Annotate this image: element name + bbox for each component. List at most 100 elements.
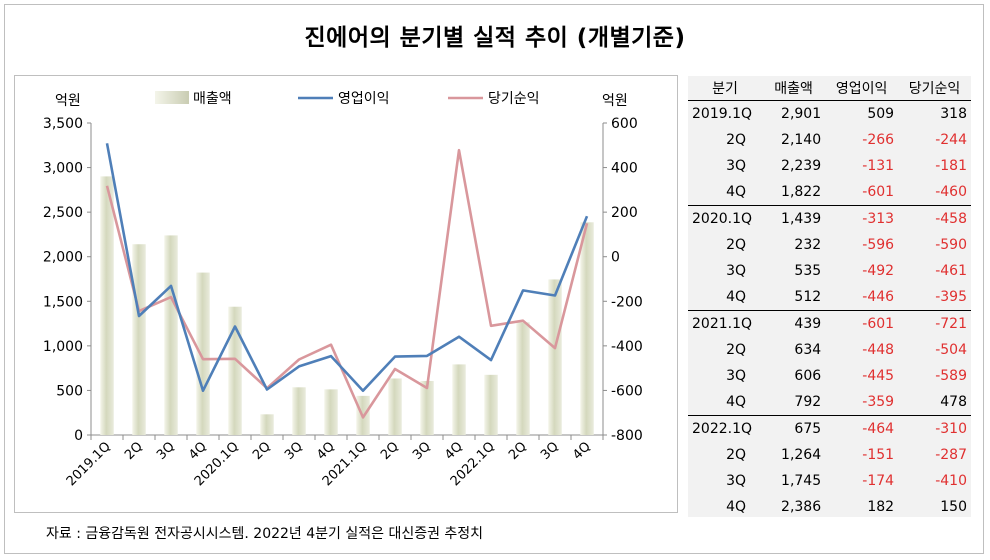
- left-tick-label: 3,000: [43, 161, 83, 177]
- cell-revenue: 792: [794, 394, 822, 410]
- bar-revenue: [484, 374, 498, 435]
- table-row: 4Q 1,822 -601 -460: [688, 179, 971, 206]
- cell-operating-profit: -445: [862, 368, 895, 384]
- legend-swatch-revenue: [155, 91, 189, 104]
- cell-revenue: 606: [794, 368, 822, 384]
- table-header-row: 분기 매출액 영업이익 당기순익: [688, 76, 971, 101]
- cell-quarter: 3Q: [726, 368, 746, 384]
- cell-net-profit: -461: [935, 263, 967, 279]
- cell-net-profit: -395: [935, 289, 967, 305]
- page-title: 진에어의 분기별 실적 추이 (개별기준): [304, 25, 686, 51]
- table-row: 2Q 2,140 -266 -244: [688, 127, 971, 153]
- cell-operating-profit: -313: [825, 205, 899, 232]
- cell-quarter: 2022.1Q: [688, 415, 762, 442]
- x-tick-label: 4Q: [570, 439, 594, 463]
- cell-operating-profit: -359: [862, 394, 895, 410]
- bar-revenue: [228, 306, 242, 435]
- x-tick-label: 4Q: [186, 439, 210, 463]
- cell-quarter: 2019.1Q: [692, 106, 753, 122]
- x-tick-label: 3Q: [538, 439, 562, 463]
- x-tick-label: 3Q: [410, 439, 434, 463]
- cell-net-profit: -244: [935, 132, 967, 148]
- cell-quarter: 3Q: [726, 158, 746, 174]
- cell-quarter: 4Q: [726, 394, 746, 410]
- table-row: 3Q 1,745 -174 -410: [688, 468, 971, 494]
- left-tick-label: 0: [74, 428, 83, 444]
- line-net-profit: [105, 148, 589, 419]
- cell-quarter: 2Q: [726, 447, 746, 463]
- legend-label-operating-profit: 영업이익: [338, 91, 390, 107]
- bar-revenue: [132, 244, 146, 435]
- data-table: 분기 매출액 영업이익 당기순익 2019.1Q 2,901 509 318 2Q 2,1…: [688, 76, 971, 520]
- right-tick-label: -400: [611, 339, 643, 355]
- x-tick-label: 2Q: [122, 439, 146, 463]
- cell-net-profit: -181: [935, 158, 967, 174]
- cell-revenue: 1,745: [781, 473, 822, 489]
- cell-quarter: 2021.1Q: [688, 310, 762, 337]
- header-net-profit: 당기순익: [898, 76, 971, 101]
- combo-chart: 0 500 1,000 1,500 2,000 2,500 3,000 3,500 -800 -6…: [43, 91, 643, 489]
- line-operating-profit: [105, 143, 589, 393]
- left-tick-label: 2,500: [43, 205, 83, 221]
- cell-revenue: 512: [794, 289, 822, 305]
- header-revenue: 매출액: [762, 76, 826, 101]
- cell-operating-profit: -492: [862, 263, 895, 279]
- x-tick-label: 2Q: [506, 439, 530, 463]
- x-tick-label: 3Q: [282, 439, 306, 463]
- left-tick-label: 2,000: [43, 250, 83, 266]
- bar-revenue: [580, 222, 594, 435]
- bar-revenue: [100, 176, 114, 435]
- cell-revenue: 232: [794, 237, 822, 253]
- cell-operating-profit: -151: [862, 447, 895, 463]
- cell-revenue: 535: [794, 263, 822, 279]
- cell-revenue: 1,264: [781, 447, 822, 463]
- cell-net-profit: -458: [898, 205, 971, 232]
- table-row: 2Q 634 -448 -504: [688, 337, 971, 363]
- header-operating-profit: 영업이익: [825, 76, 899, 101]
- cell-quarter: 2Q: [726, 237, 746, 253]
- table-row: 2022.1Q 675 -464 -310: [688, 415, 971, 442]
- legend-label-revenue: 매출액: [193, 91, 232, 107]
- cell-operating-profit: 182: [867, 499, 895, 515]
- cell-quarter: 2020.1Q: [688, 205, 762, 232]
- bar-revenue: [388, 378, 402, 435]
- table-row: 2021.1Q 439 -601 -721: [688, 310, 971, 337]
- left-tick-label: 3,500: [43, 116, 83, 132]
- bar-revenue: [164, 235, 178, 435]
- x-tick-label: 2Q: [378, 439, 402, 463]
- cell-net-profit: -504: [935, 342, 967, 358]
- table-row: 3Q 606 -445 -589: [688, 363, 971, 389]
- header-quarter: 분기: [688, 76, 762, 101]
- right-tick-label: 200: [611, 205, 638, 221]
- cell-revenue: 2,239: [781, 158, 822, 174]
- table-row: 2019.1Q 2,901 509 318: [688, 101, 971, 128]
- left-tick-label: 1,500: [43, 294, 83, 310]
- bar-revenue: [260, 414, 274, 435]
- table-row: 2Q 232 -596 -590: [688, 232, 971, 258]
- cell-operating-profit: -266: [862, 132, 895, 148]
- x-tick-label: 4Q: [314, 439, 338, 463]
- outer-frame: [4, 4, 984, 554]
- cell-net-profit: 150: [940, 499, 967, 515]
- cell-net-profit: -589: [935, 368, 967, 384]
- source-note: 자료 : 금융감독원 전자공시시스템. 2022년 4분기 실적은 대신증권 추…: [46, 526, 484, 542]
- bar-revenue: [452, 364, 466, 435]
- cell-quarter: 4Q: [726, 289, 746, 305]
- cell-revenue: 1,439: [762, 205, 826, 232]
- right-tick-label: -200: [611, 294, 643, 310]
- cell-net-profit: -460: [935, 184, 967, 200]
- cell-revenue: 2,901: [781, 106, 822, 122]
- cell-operating-profit: -174: [862, 473, 895, 489]
- table-body: 2019.1Q 2,901 509 318 2Q 2,140 -266 -244 3Q 2,239…: [688, 101, 971, 521]
- cell-quarter: 2Q: [726, 132, 746, 148]
- legend-label-net-profit: 당기순익: [488, 91, 540, 107]
- cell-net-profit: -590: [935, 237, 967, 253]
- cell-revenue: 1,822: [781, 184, 822, 200]
- cell-operating-profit: -601: [862, 184, 895, 200]
- cell-quarter: 3Q: [726, 263, 746, 279]
- x-tick-label: 2019.1Q: [64, 439, 114, 489]
- cell-revenue: 2,140: [781, 132, 822, 148]
- x-tick-label: 3Q: [154, 439, 178, 463]
- x-tick-label: 4Q: [442, 439, 466, 463]
- chart-panel: 0 500 1,000 1,500 2,000 2,500 3,000 3,500 -800 -6…: [14, 75, 678, 513]
